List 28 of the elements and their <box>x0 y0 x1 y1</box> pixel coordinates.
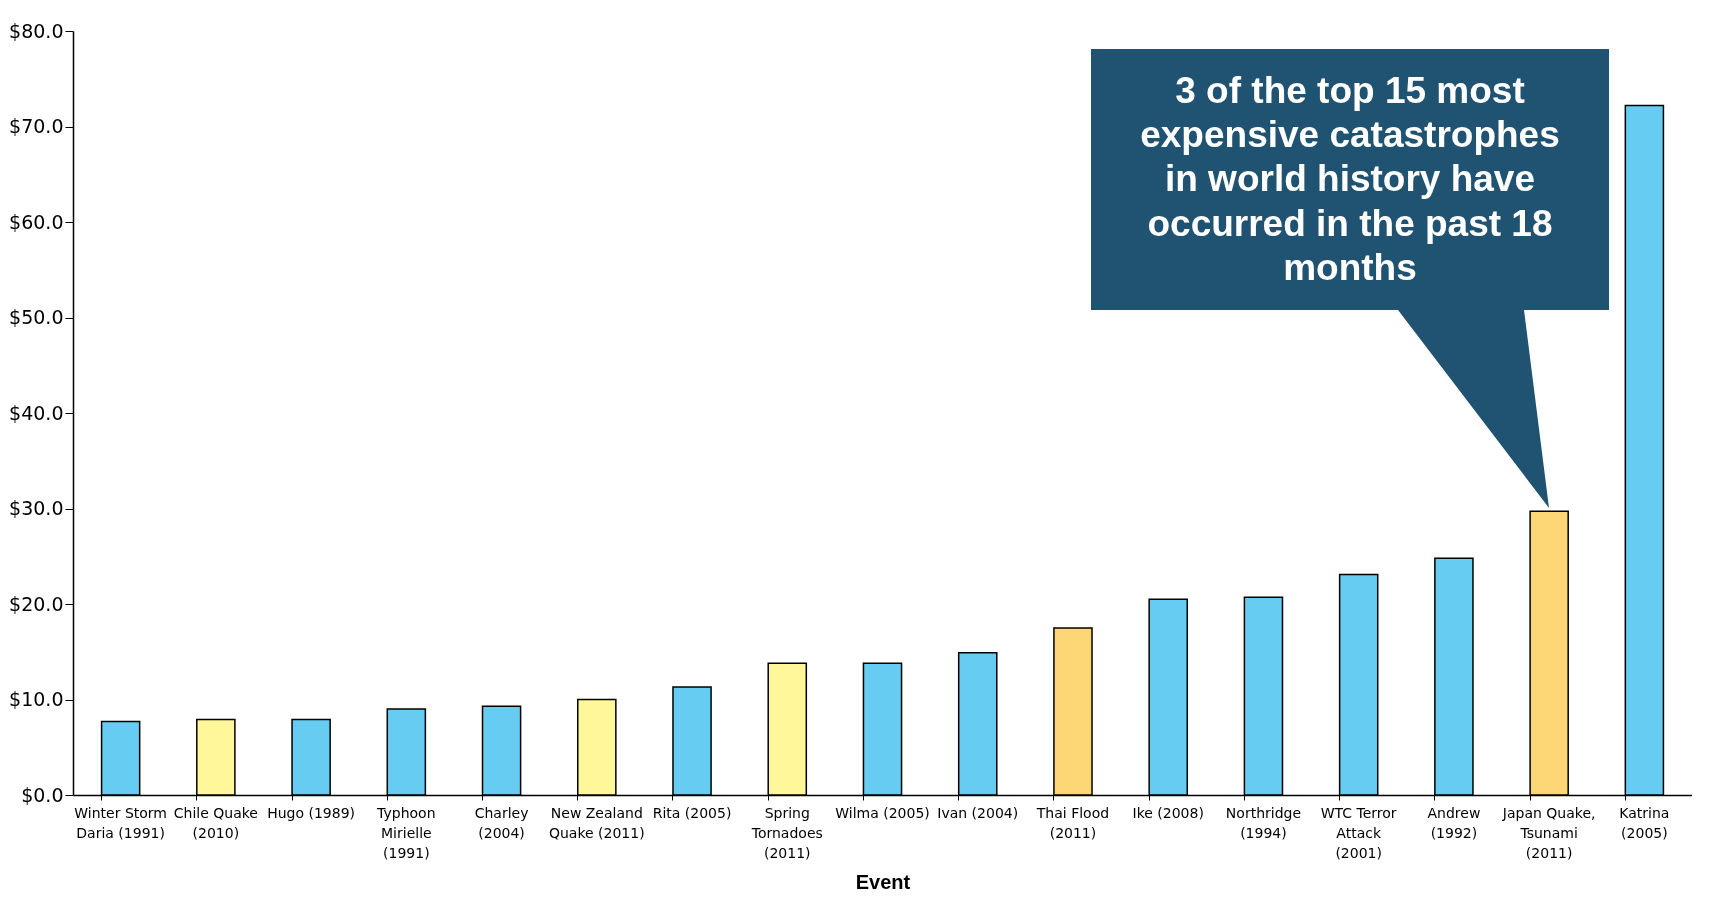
annotation: 3 of the top 15 most expensive catastrophes in world history have occurred in the past 18 months <box>1139 68 1561 291</box>
x-tick-label: Spring Tornadoes (2011) <box>750 804 823 861</box>
x-tick-label: Japan Quake, Tsunami (2011) <box>1501 804 1596 861</box>
x-tick-label: Wilma (2005) <box>835 804 930 821</box>
x-tick-label: Thai Flood (2011) <box>1035 804 1110 841</box>
x-axis-title: Event <box>855 870 911 893</box>
x-tick-label: New Zealand Quake (2011) <box>548 804 645 841</box>
y-tick-label: $0.0 <box>21 783 64 806</box>
y-tick-label: $80.0 <box>9 19 64 42</box>
y-tick-label: $40.0 <box>9 401 64 424</box>
y-tick-label: $70.0 <box>9 115 64 137</box>
x-tick-label: Northridge (1994) <box>1225 804 1302 841</box>
x-tick-label: Andrew (1992) <box>1427 804 1481 841</box>
x-tick-label: Katrina (2005) <box>1619 804 1670 841</box>
y-tick-label: $50.0 <box>9 306 64 328</box>
x-tick-label: Charley (2004) <box>474 804 529 841</box>
y-tick-label: $30.0 <box>9 497 64 519</box>
x-tick-label: Chile Quake (2010) <box>173 804 258 841</box>
x-tick-label: Ivan (2004) <box>937 804 1019 821</box>
y-tick-label: $60.0 <box>9 210 64 233</box>
y-tick-label: $20.0 <box>9 592 64 615</box>
x-tick-label: Ike (2008) <box>1132 804 1204 821</box>
x-tick-label: Winter Storm Daria (1991) <box>74 804 167 841</box>
x-tick-label: Typhoon Mirielle (1991) <box>376 804 436 861</box>
x-tick-label: Rita (2005) <box>652 804 732 821</box>
x-tick-label: WTC Terror Attack (2001) <box>1320 804 1397 861</box>
y-tick-label: $10.0 <box>9 688 64 710</box>
x-tick-label: Hugo (1989) <box>267 804 356 821</box>
